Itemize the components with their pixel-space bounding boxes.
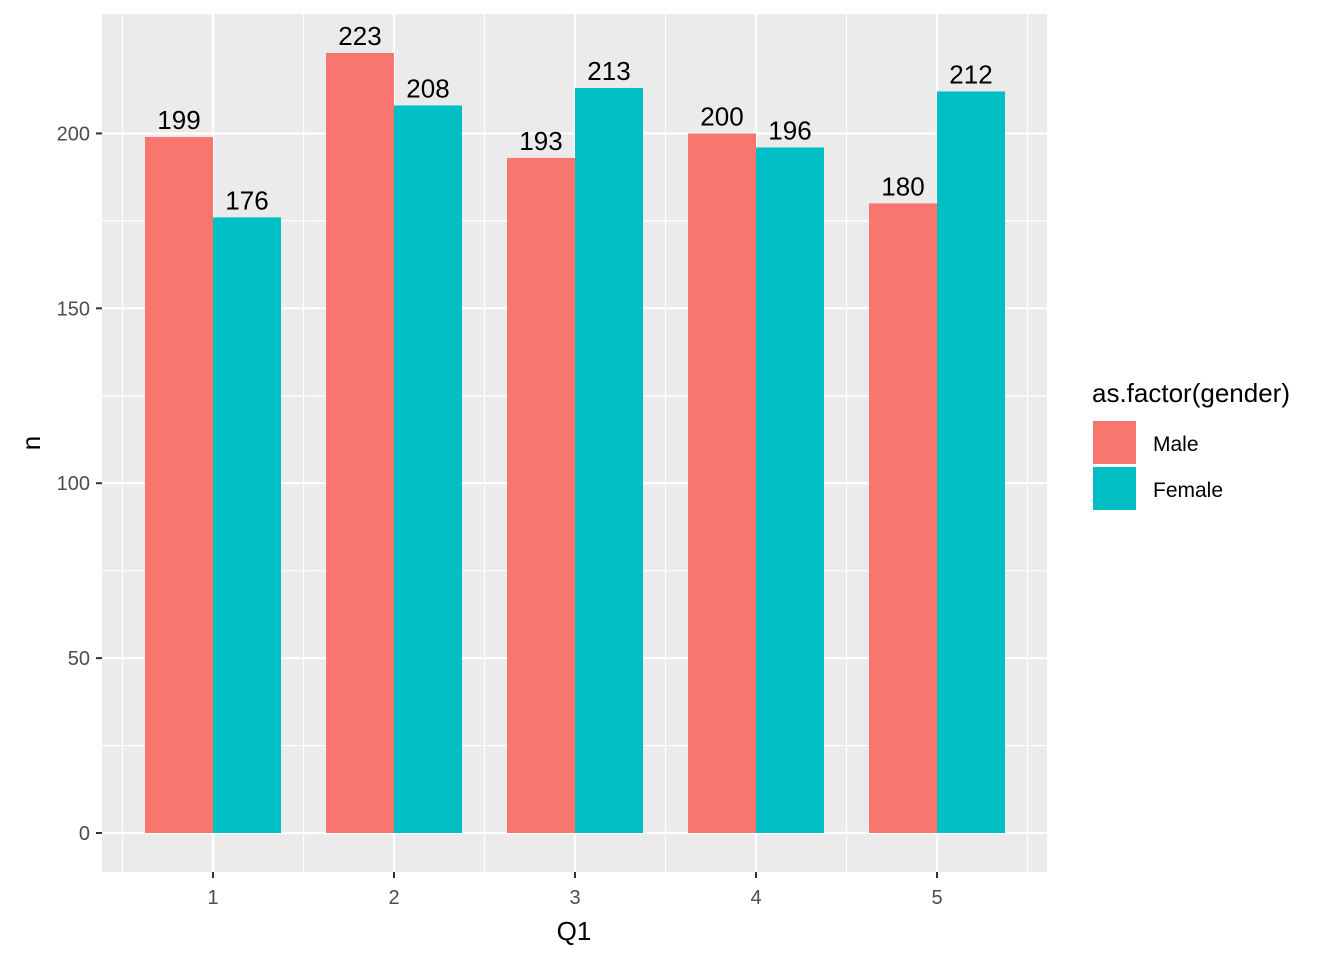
- bar-female-2: [394, 105, 462, 833]
- data-label: 213: [587, 56, 630, 86]
- y-axis-title: n: [16, 436, 46, 450]
- data-label: 212: [949, 59, 992, 89]
- legend-title: as.factor(gender): [1092, 378, 1290, 408]
- x-tick-label: 5: [931, 887, 942, 909]
- legend-label-female: Female: [1153, 479, 1223, 502]
- data-label: 176: [225, 185, 268, 215]
- bar-female-5: [937, 91, 1005, 833]
- y-tick-label: 50: [68, 648, 90, 670]
- y-tick-label: 100: [57, 473, 90, 495]
- x-axis-title: Q1: [557, 916, 592, 946]
- y-tick-label: 150: [57, 298, 90, 320]
- x-tick-label: 1: [207, 887, 218, 909]
- data-label: 199: [157, 105, 200, 135]
- data-label: 200: [700, 101, 743, 131]
- x-tick-label: 4: [750, 887, 761, 909]
- bar-male-1: [145, 136, 213, 834]
- data-label: 180: [881, 171, 924, 201]
- y-tick-label: 0: [79, 823, 90, 845]
- legend-key-female: [1093, 467, 1136, 510]
- data-labels-group: 199 223 193 200 180 176 208 213 196 212: [157, 21, 992, 215]
- x-axis-ticks: 1 2 3 4 5: [207, 872, 943, 909]
- bar-female-3: [575, 87, 643, 833]
- x-tick-label: 2: [388, 887, 399, 909]
- y-axis-ticks: 0 50 100 150 200: [57, 123, 102, 845]
- data-label: 223: [338, 21, 381, 51]
- y-tick-label: 200: [57, 123, 90, 145]
- data-label: 193: [519, 126, 562, 156]
- bar-male-5: [869, 203, 937, 834]
- legend: as.factor(gender) Male Female: [1092, 378, 1290, 510]
- bar-male-4: [688, 133, 756, 833]
- bar-female-1: [213, 217, 281, 833]
- bars-group: [145, 53, 1005, 834]
- data-label: 208: [406, 73, 449, 103]
- bar-female-4: [756, 147, 824, 834]
- bar-male-2: [326, 53, 394, 833]
- x-tick-label: 3: [569, 887, 580, 909]
- bar-male-3: [507, 157, 575, 833]
- legend-label-male: Male: [1153, 433, 1199, 456]
- data-label: 196: [768, 115, 811, 145]
- legend-key-male: [1093, 421, 1136, 464]
